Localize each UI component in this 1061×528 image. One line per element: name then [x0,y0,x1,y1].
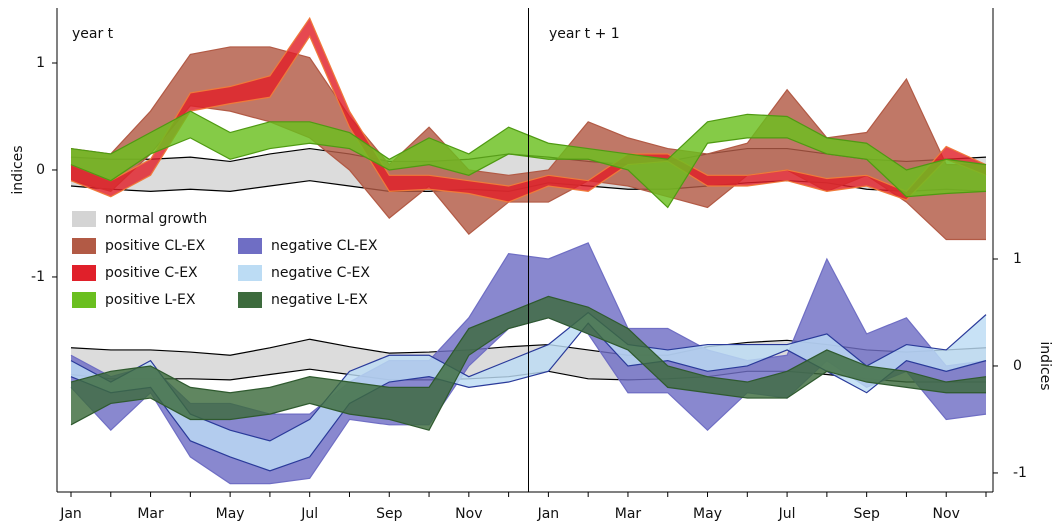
x-tick-label: Jul [778,506,796,522]
x-tick-label: Mar [615,506,642,522]
legend-label: negative CL-EX [271,238,378,254]
y-tick-label: 1 [36,55,45,71]
band [71,46,986,240]
legend-swatch [72,265,96,281]
y-tick-label: 0 [36,162,45,178]
x-tick-label: Sep [376,506,403,522]
x-tick-label: Mar [137,506,164,522]
legend-swatch [238,292,262,308]
x-tick-label: Jul [300,506,318,522]
x-tick-label: Jan [59,506,82,522]
legend-swatch [238,265,262,281]
x-tick-label: Jan [537,506,560,522]
band [71,111,986,208]
legend-swatch [72,211,96,227]
y2-tick-label: 1 [1013,251,1022,267]
x-tick-label: May [216,506,245,522]
annotation: year t [72,26,114,42]
x-tick-label: Sep [853,506,880,522]
y-axis-label: indices [10,145,26,194]
legend-swatch [72,292,96,308]
legend-label: positive L-EX [105,292,196,308]
y-tick-label: -1 [31,269,45,285]
y2-axis-label: indices [1037,341,1053,390]
legend-label: positive CL-EX [105,238,206,254]
legend-label: negative L-EX [271,292,368,308]
annotation: year t + 1 [549,26,620,42]
legend-swatch [238,238,262,254]
legend-label: positive C-EX [105,265,198,281]
band [71,296,986,431]
y2-tick-label: 0 [1013,358,1022,374]
y2-tick-label: -1 [1013,465,1027,481]
x-tick-label: May [693,506,722,522]
x-tick-label: Nov [933,506,960,522]
x-tick-label: Nov [455,506,482,522]
legend-label: normal growth [105,211,207,227]
legend-label: negative C-EX [271,265,370,281]
legend-swatch [72,238,96,254]
band [71,242,986,484]
band [71,312,986,471]
